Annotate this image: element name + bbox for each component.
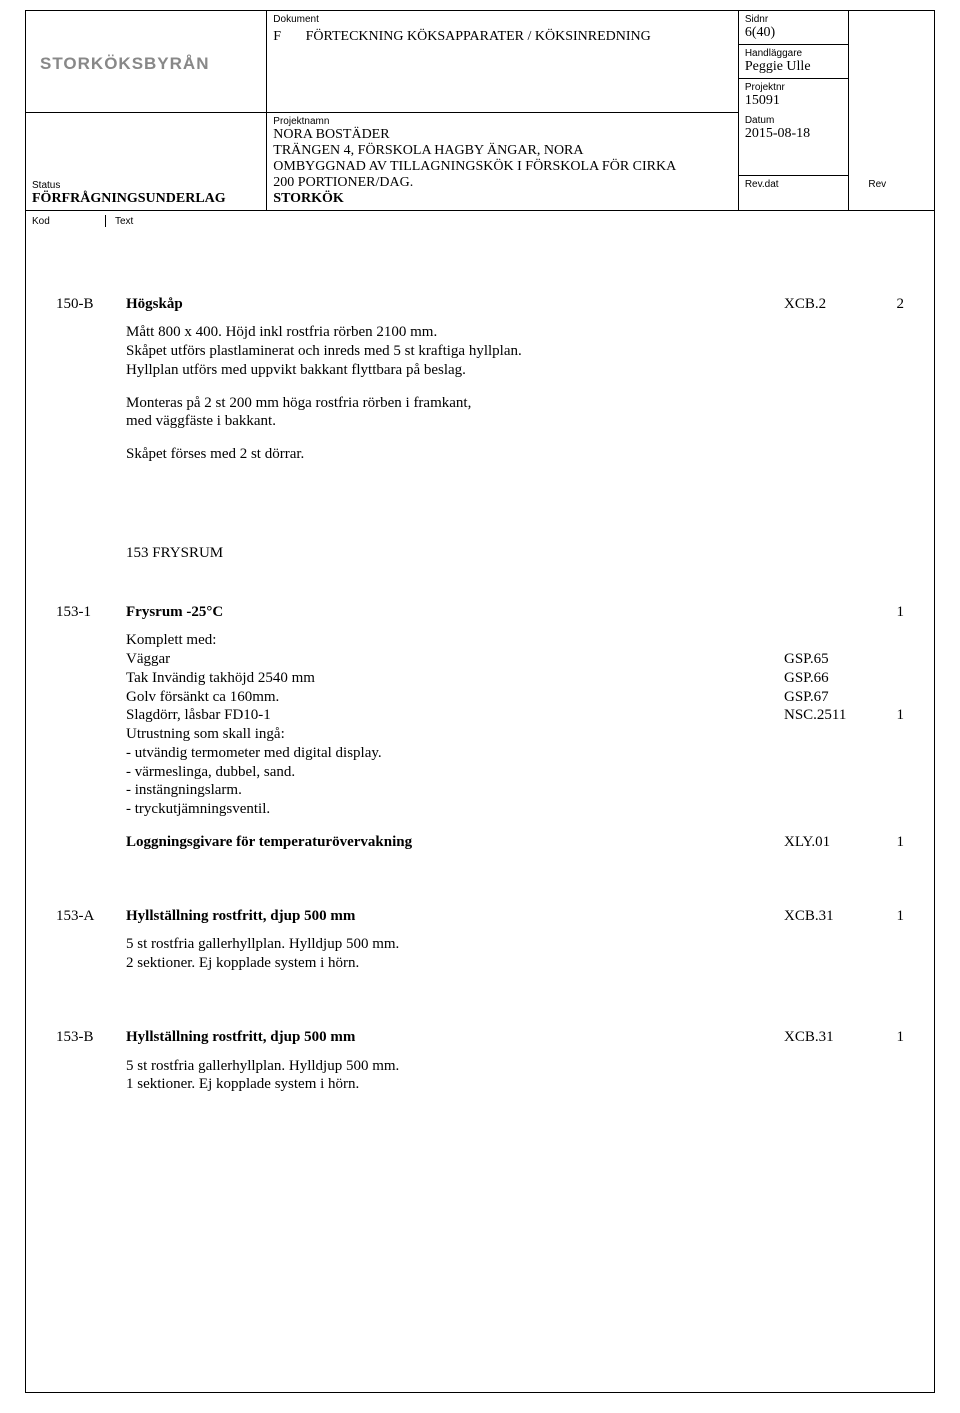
item-qty: 1 xyxy=(874,603,904,622)
dokument-title: FÖRTECKNING KÖKSAPPARATER / KÖKSINREDNIN… xyxy=(306,29,651,44)
revdat-label: Rev.dat xyxy=(745,179,842,190)
sub-label: Väggar xyxy=(126,650,784,669)
datum-label: Datum xyxy=(745,115,842,126)
projektnamn-line3: OMBYGGNAD AV TILLAGNINGSKÖK I FÖRSKOLA F… xyxy=(273,159,732,175)
subrow: Tak Invändig takhöjd 2540 mm GSP.66 xyxy=(126,669,904,688)
text-line: Monteras på 2 st 200 mm höga rostfria rö… xyxy=(126,394,904,413)
text-line: 5 st rostfria gallerhyllplan. Hylldjup 5… xyxy=(126,935,904,954)
item-ref xyxy=(784,603,874,622)
text-line: 2 sektioner. Ej kopplade system i hörn. xyxy=(126,954,904,973)
item-153-1: 153-1 Frysrum -25°C 1 xyxy=(56,603,904,622)
log-label: Loggningsgivare för temperaturövervaknin… xyxy=(126,833,784,852)
text-line: Mått 800 x 400. Höjd inkl rostfria rörbe… xyxy=(126,323,904,342)
item-153a: 153-A Hyllställning rostfritt, djup 500 … xyxy=(56,907,904,926)
text-line: Skåpet utförs plastlaminerat och inreds … xyxy=(126,342,904,361)
dokument-prefix: F xyxy=(273,29,281,44)
text-line: 5 st rostfria gallerhyllplan. Hylldjup 5… xyxy=(126,1057,904,1076)
text-line: Hyllplan utförs med uppvikt bakkant flyt… xyxy=(126,361,904,380)
item-code: 153-1 xyxy=(56,603,126,622)
projektnamn-line4: 200 PORTIONER/DAG. xyxy=(273,175,732,191)
sidnr-value: 6(40) xyxy=(745,25,775,40)
text-label: Text xyxy=(115,216,133,227)
text-line: - tryckutjämningsventil. xyxy=(126,800,784,819)
section-153: 153 FRYSRUM xyxy=(126,544,904,563)
subrow: Slagdörr, låsbar FD10-1 NSC.2511 1 xyxy=(126,706,904,725)
text-line: Komplett med: xyxy=(126,631,904,650)
sub-ref: GSP.66 xyxy=(784,669,874,688)
desc-153-1: Komplett med: xyxy=(126,631,904,650)
item-153b: 153-B Hyllställning rostfritt, djup 500 … xyxy=(56,1028,904,1047)
subrow: Väggar GSP.65 xyxy=(126,650,904,669)
desc-153a: 5 st rostfria gallerhyllplan. Hylldjup 5… xyxy=(126,935,904,973)
subrow: Utrustning som skall ingå: xyxy=(126,725,904,744)
item-ref: XCB.31 xyxy=(784,907,874,926)
log-qty: 1 xyxy=(874,833,904,852)
item-title: Frysrum -25°C xyxy=(126,603,784,622)
projektnamn-line2: TRÄNGEN 4, FÖRSKOLA HAGBY ÄNGAR, NORA xyxy=(273,143,732,159)
subrow: - utvändig termometer med digital displa… xyxy=(126,744,904,763)
sub-label: Golv försänkt ca 160mm. xyxy=(126,688,784,707)
sub-ref: GSP.67 xyxy=(784,688,874,707)
sub-ref: GSP.65 xyxy=(784,650,874,669)
handl-value: Peggie Ulle xyxy=(745,59,811,74)
content-body: 150-B Högskåp XCB.2 2 Mått 800 x 400. Hö… xyxy=(26,230,934,1105)
text-line: 1 sektioner. Ej kopplade system i hörn. xyxy=(126,1075,904,1094)
item-qty: 1 xyxy=(874,907,904,926)
projektnamn-line5: STORKÖK xyxy=(273,191,732,207)
projektnamn-label: Projektnamn xyxy=(273,116,732,127)
text-line: - värmeslinga, dubbel, sand. xyxy=(126,763,784,782)
datum-value: 2015-08-18 xyxy=(745,126,810,141)
item-code: 150-B xyxy=(56,295,126,314)
sub-label: Slagdörr, låsbar FD10-1 xyxy=(126,706,784,725)
subrow: - värmeslinga, dubbel, sand. xyxy=(126,763,904,782)
kod-label: Kod xyxy=(32,216,102,227)
text-line: - utvändig termometer med digital displa… xyxy=(126,744,784,763)
text-line: med väggfäste i bakkant. xyxy=(126,412,904,431)
subrow: - instängningslarm. xyxy=(126,781,904,800)
item-150b: 150-B Högskåp XCB.2 2 xyxy=(56,295,904,314)
log-row: Loggningsgivare för temperaturövervaknin… xyxy=(126,833,904,852)
item-title: Hyllställning rostfritt, djup 500 mm xyxy=(126,1028,784,1047)
status-label: Status xyxy=(32,180,260,191)
dokument-label: Dokument xyxy=(273,14,732,25)
sub-ref: NSC.2511 xyxy=(784,706,874,725)
item-qty: 2 xyxy=(874,295,904,314)
logo: STORKÖKSBYRÅN xyxy=(32,14,260,74)
status-value: FÖRFRÅGNINGSUNDERLAG xyxy=(32,191,226,206)
subrow: - tryckutjämningsventil. xyxy=(126,800,904,819)
item-title: Hyllställning rostfritt, djup 500 mm xyxy=(126,907,784,926)
projektnr-label: Projektnr xyxy=(745,82,842,93)
item-ref: XCB.31 xyxy=(784,1028,874,1047)
header-table: STORKÖKSBYRÅN Dokument F FÖRTECKNING KÖK… xyxy=(26,11,934,230)
text-line: Skåpet förses med 2 st dörrar. xyxy=(126,445,904,464)
sub-qty: 1 xyxy=(874,706,904,725)
text-line: Utrustning som skall ingå: xyxy=(126,725,784,744)
desc-150b: Mått 800 x 400. Höjd inkl rostfria rörbe… xyxy=(126,323,904,464)
item-ref: XCB.2 xyxy=(784,295,874,314)
sidnr-label: Sidnr xyxy=(745,14,842,25)
item-qty: 1 xyxy=(874,1028,904,1047)
handl-label: Handläggare xyxy=(745,48,842,59)
projektnamn-line1: NORA BOSTÄDER xyxy=(273,127,732,143)
text-line: - instängningslarm. xyxy=(126,781,784,800)
item-code: 153-A xyxy=(56,907,126,926)
item-code: 153-B xyxy=(56,1028,126,1047)
projektnr-value: 15091 xyxy=(745,93,780,108)
log-ref: XLY.01 xyxy=(784,833,874,852)
sub-label: Tak Invändig takhöjd 2540 mm xyxy=(126,669,784,688)
subrow: Golv försänkt ca 160mm. GSP.67 xyxy=(126,688,904,707)
desc-153b: 5 st rostfria gallerhyllplan. Hylldjup 5… xyxy=(126,1057,904,1095)
rev-label: Rev xyxy=(868,179,886,190)
item-title: Högskåp xyxy=(126,295,784,314)
